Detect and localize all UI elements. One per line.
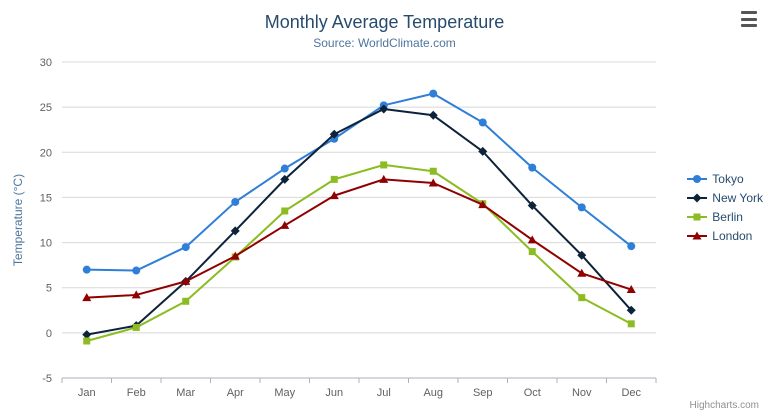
- series-marker-berlin[interactable]: [83, 337, 91, 345]
- y-tick-label: 20: [40, 147, 52, 159]
- series-marker-tokyo[interactable]: [82, 265, 91, 274]
- x-tick-label: May: [274, 387, 295, 399]
- legend-item-new-york[interactable]: New York: [687, 191, 763, 205]
- series-marker-new-york[interactable]: [626, 305, 636, 315]
- highcharts-credits[interactable]: Highcharts.com: [689, 400, 759, 411]
- series-line-new-york: [85, 107, 633, 336]
- series-marker-tokyo[interactable]: [132, 266, 141, 275]
- y-tick-label: 10: [40, 238, 52, 250]
- series-marker-london[interactable]: [329, 191, 339, 200]
- legend-item-tokyo[interactable]: Tokyo: [687, 172, 763, 186]
- x-tick-label: Jun: [325, 387, 343, 399]
- series-marker-berlin[interactable]: [380, 161, 388, 169]
- legend-label: London: [712, 229, 753, 243]
- series-marker-tokyo[interactable]: [231, 197, 240, 206]
- hamburger-icon: [741, 24, 757, 27]
- legend-label: New York: [712, 191, 763, 205]
- x-tick-label: Oct: [524, 387, 541, 399]
- series-marker-new-york[interactable]: [577, 250, 587, 260]
- y-tick-label: -5: [42, 373, 52, 385]
- legend-marker-icon: [687, 231, 708, 240]
- series-marker-new-york[interactable]: [527, 201, 537, 211]
- series-marker-tokyo[interactable]: [181, 243, 190, 252]
- series-marker-new-york[interactable]: [280, 174, 290, 184]
- x-tick-label: Feb: [127, 387, 146, 399]
- legend-label: Tokyo: [712, 172, 744, 186]
- y-axis-title: Temperature (°C): [11, 173, 25, 267]
- legend-item-london[interactable]: London: [687, 229, 763, 243]
- series-line-london: [85, 178, 633, 299]
- series-marker-new-york[interactable]: [329, 129, 339, 139]
- series-marker-tokyo[interactable]: [429, 89, 438, 98]
- series-marker-london[interactable]: [478, 200, 488, 209]
- series-marker-berlin[interactable]: [429, 167, 437, 175]
- series-marker-london[interactable]: [82, 293, 92, 302]
- legend-label: Berlin: [712, 210, 743, 224]
- series-marker-london[interactable]: [280, 220, 290, 229]
- x-tick-label: Jan: [78, 387, 96, 399]
- series-marker-new-york[interactable]: [478, 146, 488, 156]
- series-marker-berlin[interactable]: [578, 294, 586, 302]
- x-tick-label: Mar: [176, 387, 195, 399]
- series-marker-tokyo[interactable]: [280, 164, 289, 173]
- x-tick-label: Dec: [621, 387, 641, 399]
- legend-item-berlin[interactable]: Berlin: [687, 210, 763, 224]
- series-marker-tokyo[interactable]: [627, 242, 636, 251]
- x-tick-label: Jul: [377, 387, 391, 399]
- series-marker-london[interactable]: [428, 178, 438, 187]
- chart-subtitle: Source: WorldClimate.com: [313, 36, 456, 50]
- series-marker-new-york[interactable]: [230, 226, 240, 236]
- x-tick-label: Apr: [227, 387, 244, 399]
- series-marker-london[interactable]: [230, 251, 240, 260]
- series-marker-berlin[interactable]: [330, 175, 338, 183]
- legend-marker-icon: [687, 213, 708, 221]
- series-marker-london[interactable]: [181, 276, 191, 285]
- series-marker-new-york[interactable]: [82, 330, 92, 340]
- x-tick-label: Sep: [473, 387, 493, 399]
- legend-marker-icon: [687, 193, 708, 203]
- series-marker-tokyo[interactable]: [478, 118, 487, 127]
- series-line-berlin: [85, 163, 633, 342]
- hamburger-icon: [741, 17, 757, 21]
- series-marker-tokyo[interactable]: [528, 163, 537, 172]
- series-marker-berlin[interactable]: [182, 297, 190, 305]
- series-marker-london[interactable]: [379, 174, 389, 183]
- y-tick-label: 5: [46, 283, 52, 295]
- hamburger-icon: [741, 11, 757, 14]
- series-marker-berlin[interactable]: [627, 320, 635, 328]
- y-tick-label: 25: [40, 102, 52, 114]
- series-marker-london[interactable]: [131, 290, 141, 299]
- chart-title: Monthly Average Temperature: [264, 12, 505, 32]
- series-marker-new-york[interactable]: [379, 104, 389, 114]
- x-tick-label: Nov: [572, 387, 592, 399]
- legend: Tokyo New York Berlin London: [687, 172, 763, 243]
- series-marker-berlin[interactable]: [281, 207, 289, 215]
- series-marker-berlin[interactable]: [132, 323, 140, 331]
- series-marker-new-york[interactable]: [428, 110, 438, 120]
- series-marker-tokyo[interactable]: [577, 203, 586, 212]
- x-tick-label: Aug: [423, 387, 443, 399]
- series-marker-berlin[interactable]: [528, 248, 536, 256]
- export-menu-button[interactable]: [741, 10, 759, 28]
- legend-marker-icon: [687, 175, 708, 183]
- y-tick-label: 30: [40, 57, 52, 69]
- y-tick-label: 15: [40, 192, 52, 204]
- series-marker-london[interactable]: [577, 268, 587, 277]
- series-marker-london[interactable]: [626, 285, 636, 294]
- series-marker-london[interactable]: [527, 235, 537, 244]
- series-line-tokyo: [85, 92, 633, 272]
- y-tick-label: 0: [46, 328, 52, 340]
